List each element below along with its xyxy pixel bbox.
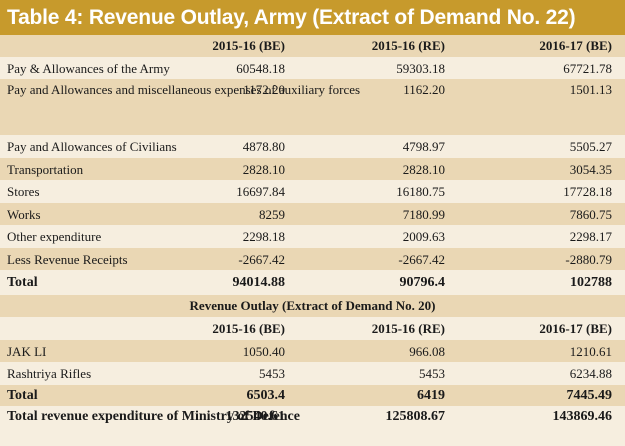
table-row: Pay and Allowances and miscellaneous exp… bbox=[0, 79, 625, 135]
row-label: Pay & Allowances of the Army bbox=[7, 61, 170, 76]
table-row: Stores 16697.84 16180.75 17728.18 bbox=[0, 180, 625, 203]
grand-total-2015-16-re: 125808.67 bbox=[385, 409, 446, 424]
row-label: Pay and Allowances and miscellaneous exp… bbox=[7, 82, 361, 97]
cell-2015-16-re: 966.08 bbox=[409, 344, 445, 359]
cell-2016-17-be: 17728.18 bbox=[563, 184, 612, 199]
cell-2015-16-be: 2828.10 bbox=[242, 162, 285, 177]
grand-total-2016-17-be: 143869.46 bbox=[552, 409, 613, 424]
total-2016-17-be: 102788 bbox=[570, 275, 612, 290]
total-2015-16-re: 90796.4 bbox=[399, 275, 446, 290]
col-header-2015-16-be: 2015-16 (BE) bbox=[212, 38, 285, 53]
cell-2016-17-be: 2298.17 bbox=[569, 229, 612, 244]
total-label: Total bbox=[7, 388, 38, 403]
cell-2015-16-be: 4878.80 bbox=[242, 139, 285, 154]
cell-2015-16-re: 1162.20 bbox=[403, 82, 445, 97]
row-label: Transportation bbox=[7, 162, 84, 177]
cell-2016-17-be: 6234.88 bbox=[569, 366, 612, 381]
cell-2016-17-be: 5505.27 bbox=[569, 139, 612, 154]
row-label: Pay and Allowances of Civilians bbox=[7, 139, 177, 154]
table-row: Transportation 2828.10 2828.10 3054.35 bbox=[0, 158, 625, 180]
total-label: Total bbox=[7, 275, 38, 290]
grand-total-2015-16-be: 132540.61 bbox=[225, 409, 286, 424]
cell-2015-16-re: -2667.42 bbox=[398, 252, 445, 267]
title-bar: Table 4: Revenue Outlay, Army (Extract o… bbox=[0, 0, 625, 35]
cell-2016-17-be: 3054.35 bbox=[569, 162, 612, 177]
total-2015-16-re: 6419 bbox=[417, 388, 445, 403]
row-label: Rashtriya Rifles bbox=[7, 366, 92, 381]
cell-2015-16-re: 59303.18 bbox=[396, 61, 445, 76]
row-label: Less Revenue Receipts bbox=[7, 252, 128, 267]
table2-subtitle: Revenue Outlay (Extract of Demand No. 20… bbox=[189, 298, 436, 313]
table-row: Less Revenue Receipts -2667.42 -2667.42 … bbox=[0, 248, 625, 270]
cell-2015-16-be: 60548.18 bbox=[236, 61, 285, 76]
cell-2016-17-be: -2880.79 bbox=[565, 252, 612, 267]
table-row: Pay and Allowances of Civilians 4878.80 … bbox=[0, 135, 625, 158]
total-2016-17-be: 7445.49 bbox=[566, 388, 613, 403]
total-2015-16-be: 94014.88 bbox=[232, 275, 286, 290]
cell-2015-16-re: 16180.75 bbox=[396, 184, 445, 199]
row-label: Works bbox=[7, 207, 41, 222]
total-2015-16-be: 6503.4 bbox=[246, 388, 286, 403]
cell-2015-16-be: 1050.40 bbox=[242, 344, 285, 359]
cell-2015-16-be: 2298.18 bbox=[242, 229, 285, 244]
cell-2015-16-re: 4798.97 bbox=[402, 139, 445, 154]
cell-2015-16-re: 2828.10 bbox=[402, 162, 445, 177]
grand-total-label: Total revenue expenditure of Ministry of… bbox=[7, 409, 300, 424]
row-label: Other expenditure bbox=[7, 229, 102, 244]
table-row: JAK LI 1050.40 966.08 1210.61 bbox=[0, 340, 625, 362]
cell-2015-16-re: 5453 bbox=[419, 366, 445, 381]
col-header-2015-16-re: 2015-16 (RE) bbox=[371, 321, 445, 336]
table-row: Pay & Allowances of the Army 60548.18 59… bbox=[0, 57, 625, 79]
total-row: Total 6503.4 6419 7445.49 bbox=[0, 385, 625, 406]
table-row: Other expenditure 2298.18 2009.63 2298.1… bbox=[0, 225, 625, 248]
table2-header-row: 2015-16 (BE) 2015-16 (RE) 2016-17 (BE) bbox=[0, 317, 625, 340]
subtitle-row: Revenue Outlay (Extract of Demand No. 20… bbox=[0, 295, 625, 317]
cell-2015-16-re: 2009.63 bbox=[402, 229, 445, 244]
cell-2015-16-be: 1172.20 bbox=[243, 82, 285, 97]
col-header-2015-16-be: 2015-16 (BE) bbox=[212, 321, 285, 336]
table-title: Table 4: Revenue Outlay, Army (Extract o… bbox=[7, 5, 576, 29]
cell-2016-17-be: 67721.78 bbox=[563, 61, 612, 76]
col-header-2015-16-re: 2015-16 (RE) bbox=[371, 38, 445, 53]
cell-2015-16-be: 16697.84 bbox=[236, 184, 285, 199]
cell-2015-16-re: 7180.99 bbox=[402, 207, 445, 222]
cell-2015-16-be: -2667.42 bbox=[238, 252, 285, 267]
table-row: Rashtriya Rifles 5453 5453 6234.88 bbox=[0, 362, 625, 385]
cell-2016-17-be: 1501.13 bbox=[569, 82, 612, 97]
cell-2016-17-be: 7860.75 bbox=[569, 207, 612, 222]
cell-2015-16-be: 5453 bbox=[259, 366, 285, 381]
total-row: Total 94014.88 90796.4 102788 bbox=[0, 270, 625, 295]
row-label: Stores bbox=[7, 184, 40, 199]
col-header-2016-17-be: 2016-17 (BE) bbox=[539, 38, 612, 53]
col-header-2016-17-be: 2016-17 (BE) bbox=[539, 321, 612, 336]
grand-total-row: Total revenue expenditure of Ministry of… bbox=[0, 406, 625, 446]
table1-header-row: 2015-16 (BE) 2015-16 (RE) 2016-17 (BE) bbox=[0, 35, 625, 57]
table-row: Works 8259 7180.99 7860.75 bbox=[0, 203, 625, 225]
cell-2015-16-be: 8259 bbox=[259, 207, 285, 222]
cell-2016-17-be: 1210.61 bbox=[569, 344, 612, 359]
row-label: JAK LI bbox=[7, 344, 47, 359]
